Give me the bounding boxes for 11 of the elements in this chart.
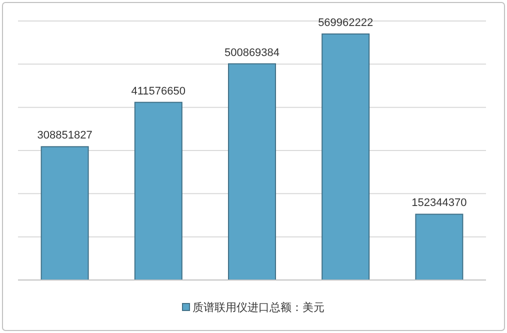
legend-label: 质谱联用仪进口总额：美元 (192, 301, 324, 314)
bar (134, 102, 182, 280)
data-label: 569962222 (318, 16, 374, 29)
bar (415, 214, 464, 280)
bar (40, 146, 89, 280)
data-label: 308851827 (37, 130, 92, 142)
bar (322, 33, 370, 280)
data-label: 152344370 (412, 197, 467, 210)
data-label: 411576650 (131, 85, 186, 98)
data-label: 500869384 (224, 46, 280, 59)
bar (228, 63, 276, 280)
